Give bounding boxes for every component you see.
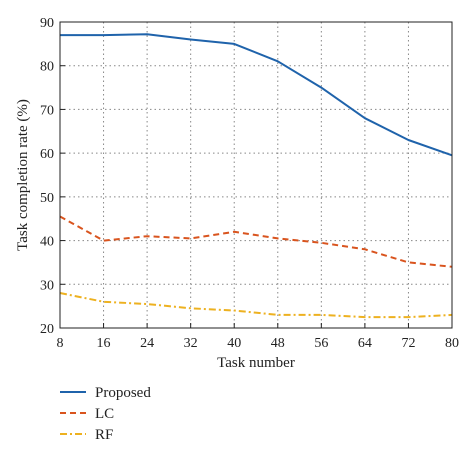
series-line-proposed (60, 33, 453, 157)
y-axis-ticks: 20 30 40 50 60 70 80 90 (40, 16, 65, 337)
x-tick-label: 72 (401, 336, 415, 351)
y-tick-label: 50 (40, 191, 54, 206)
y-tick-label: 90 (40, 16, 54, 31)
x-tick-label: 64 (358, 336, 372, 351)
x-tick-label: 32 (184, 336, 198, 351)
series-lines (59, 33, 453, 319)
x-tick-label: 24 (140, 336, 154, 351)
y-tick-label: 20 (40, 322, 54, 337)
plot-frame (59, 21, 453, 329)
grid-lines (60, 22, 452, 328)
series-line-lc (59, 215, 453, 268)
y-tick-label: 30 (40, 278, 54, 293)
legend-label-lc: LC (95, 406, 114, 422)
x-tick-label: 48 (271, 336, 285, 351)
x-tick-label: 56 (314, 336, 328, 351)
y-tick-label: 80 (40, 60, 54, 75)
x-axis-ticks: 8 16 24 32 40 48 56 64 72 80 (57, 323, 459, 351)
x-tick-label: 16 (97, 336, 111, 351)
plot-background (60, 22, 452, 328)
y-tick-label: 40 (40, 235, 54, 250)
x-axis-label: Task number (217, 355, 295, 371)
series-line-rf (59, 292, 453, 319)
y-tick-label: 70 (40, 103, 54, 118)
y-axis-label: Task completion rate (%) (15, 99, 31, 251)
legend-label-proposed: Proposed (95, 385, 151, 401)
x-tick-label: 40 (227, 336, 241, 351)
x-tick-label: 80 (445, 336, 459, 351)
legend: Proposed LC RF (60, 385, 151, 443)
legend-label-rf: RF (95, 427, 113, 443)
y-tick-label: 60 (40, 147, 54, 162)
x-tick-label: 8 (57, 336, 64, 351)
